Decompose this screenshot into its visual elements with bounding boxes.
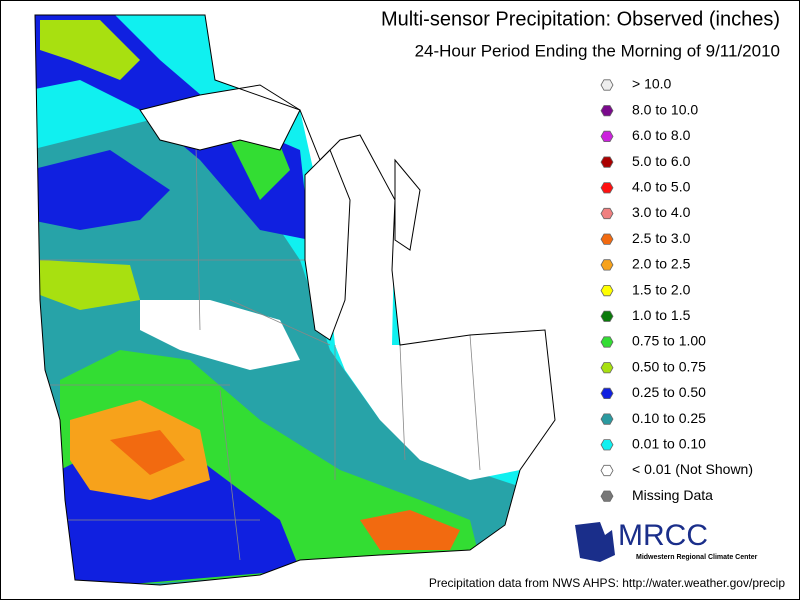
legend-label: Missing Data (632, 487, 713, 503)
logo: MRCC Midwestern Regional Climate Center (575, 519, 758, 562)
precip-band (40, 260, 140, 310)
legend-swatch (600, 362, 614, 374)
title: Multi-sensor Precipitation: Observed (in… (381, 8, 780, 30)
legend-swatch (600, 207, 614, 220)
legend-swatch (600, 336, 614, 348)
precip-band (110, 430, 185, 475)
legend-label: 0.01 to 0.10 (632, 436, 706, 452)
legend-label: > 10.0 (632, 76, 672, 92)
legend-label: 6.0 to 8.0 (632, 127, 691, 143)
precip-band (40, 20, 140, 80)
footer: Precipitation data from NWS AHPS: http:/… (429, 576, 785, 590)
precip-band (35, 150, 170, 230)
logo-full-name: Midwestern Regional Climate Center (636, 554, 758, 561)
precip-band (360, 510, 460, 550)
legend-swatch (600, 310, 614, 322)
legend-swatch (600, 79, 614, 91)
legend-swatch (600, 284, 614, 297)
logo-icon (575, 522, 615, 562)
legend-swatch (600, 105, 614, 117)
legend-label: 0.50 to 0.75 (632, 358, 706, 374)
lake-huron (394, 158, 421, 251)
no-precip (140, 300, 300, 370)
subtitle: 24-Hour Period Ending the Morning of 9/1… (415, 41, 780, 60)
legend: > 10.0 8.0 to 10.0 6.0 to 8.0 5.0 to 6.0 4.0… (600, 76, 753, 503)
legend-swatch (600, 490, 614, 502)
legend-label: 4.0 to 5.0 (632, 179, 691, 195)
lake-superior (139, 84, 301, 151)
region-outline (34, 14, 556, 586)
legend-swatch (600, 464, 614, 477)
legend-label: 1.0 to 1.5 (632, 307, 691, 323)
lake-michigan (304, 149, 351, 341)
no-precip (335, 330, 555, 480)
legend-label: 2.0 to 2.5 (632, 256, 691, 272)
state-borders (35, 99, 481, 561)
legend-label: 0.75 to 1.00 (632, 333, 706, 349)
legend-swatch (600, 439, 614, 451)
legend-swatch (600, 156, 614, 168)
legend-swatch (600, 130, 614, 143)
legend-label: 1.5 to 2.0 (632, 281, 691, 297)
legend-swatch (600, 259, 614, 271)
legend-swatch (600, 387, 614, 400)
legend-label: 2.5 to 3.0 (632, 230, 691, 246)
legend-swatch (600, 233, 614, 245)
legend-swatch (600, 413, 614, 425)
legend-label: 5.0 to 6.0 (632, 153, 691, 169)
legend-label: 0.10 to 0.25 (632, 410, 706, 426)
legend-swatch (600, 182, 614, 194)
legend-label: < 0.01 (Not Shown) (632, 461, 753, 477)
legend-label: 0.25 to 0.50 (632, 384, 706, 400)
logo-name: MRCC (618, 519, 708, 552)
legend-label: 8.0 to 10.0 (632, 101, 698, 117)
legend-label: 3.0 to 4.0 (632, 204, 691, 220)
